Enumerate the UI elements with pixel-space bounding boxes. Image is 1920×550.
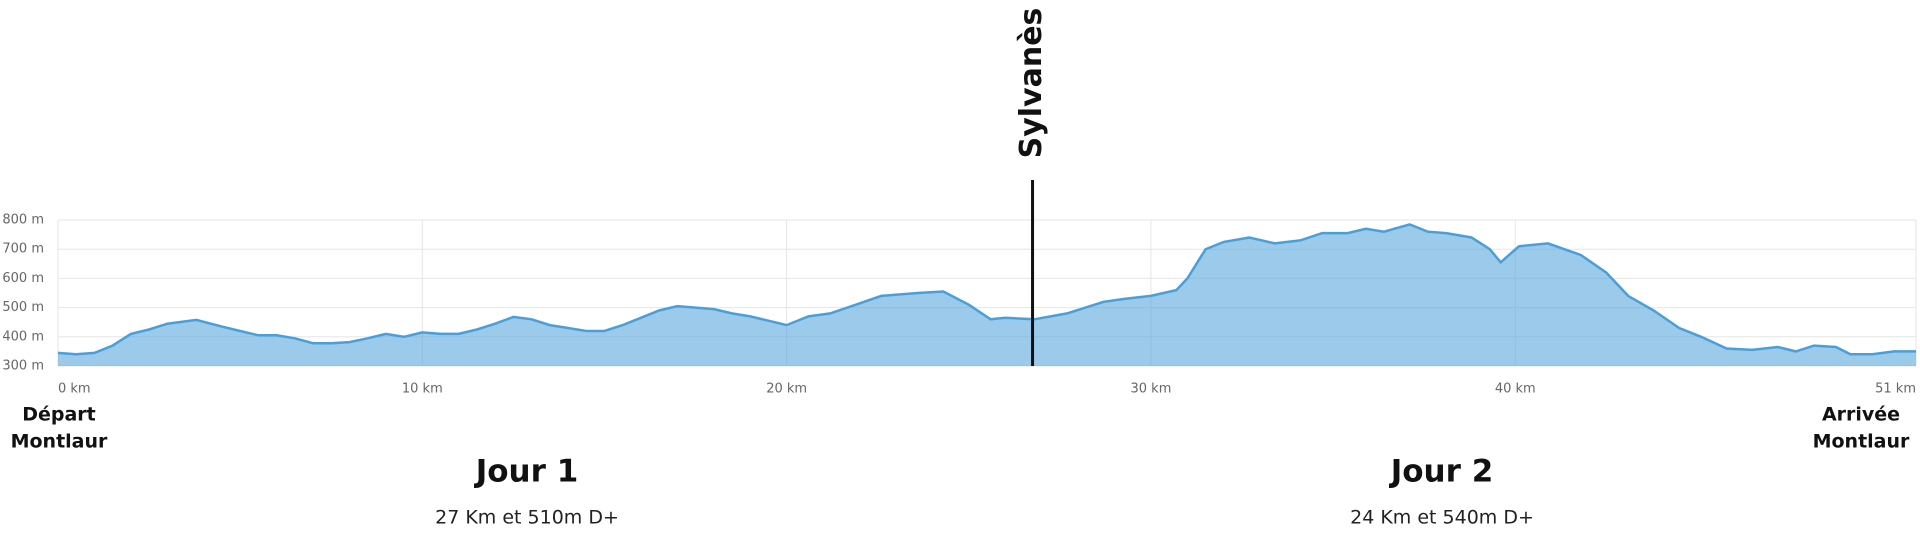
elevation-area	[58, 224, 1916, 366]
day-subtitle: 27 Km et 510m D+	[435, 507, 619, 529]
x-tick-label: 20 km	[766, 382, 807, 397]
y-tick-label: 800 m	[2, 213, 44, 228]
y-tick-label: 700 m	[2, 242, 44, 257]
elevation-line	[57, 223, 1916, 356]
x-tick-label: 51 km	[1875, 382, 1916, 397]
day-title: Jour 1	[474, 454, 579, 490]
start-label: Montlaur	[11, 431, 108, 453]
day-subtitle: 24 Km et 540m D+	[1350, 507, 1534, 529]
marker-label: Sylvanès	[1014, 8, 1049, 159]
x-tick-label: 0 km	[58, 382, 91, 397]
x-tick-label: 30 km	[1131, 382, 1172, 397]
day-title: Jour 2	[1389, 454, 1494, 490]
start-label: Départ	[22, 404, 96, 426]
end-label: Montlaur	[1813, 431, 1910, 453]
y-tick-label: 400 m	[2, 329, 44, 344]
y-tick-label: 300 m	[2, 359, 44, 374]
x-tick-label: 40 km	[1495, 382, 1536, 397]
y-tick-label: 500 m	[2, 300, 44, 315]
end-label: Arrivée	[1822, 404, 1900, 426]
y-tick-label: 600 m	[2, 271, 44, 286]
x-tick-label: 10 km	[402, 382, 443, 397]
